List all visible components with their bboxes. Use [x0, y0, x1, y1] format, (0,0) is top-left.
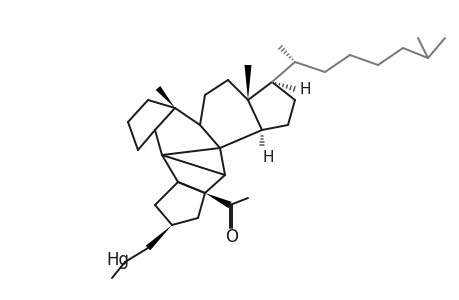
Text: H: H [262, 149, 273, 164]
Polygon shape [205, 193, 231, 208]
Text: H: H [299, 82, 310, 98]
Text: O: O [225, 228, 238, 246]
Polygon shape [244, 65, 251, 100]
Text: Hg: Hg [106, 251, 129, 269]
Polygon shape [146, 225, 172, 250]
Polygon shape [156, 86, 174, 108]
